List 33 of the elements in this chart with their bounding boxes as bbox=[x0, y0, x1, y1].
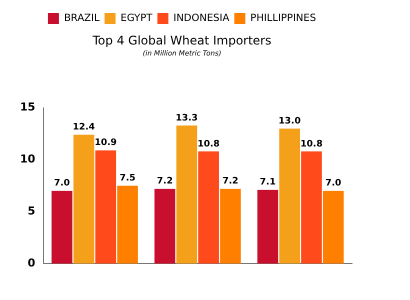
legend-label: BRAZIL bbox=[64, 13, 100, 24]
data-label: 13.3 bbox=[176, 113, 198, 124]
bar bbox=[322, 190, 344, 264]
y-tick-label: 5 bbox=[28, 204, 36, 218]
data-label: 10.8 bbox=[197, 139, 220, 150]
data-label: 13.0 bbox=[278, 116, 301, 126]
bar bbox=[301, 151, 322, 264]
data-label: 7.0 bbox=[54, 178, 70, 189]
y-tick-label: 15 bbox=[20, 100, 36, 114]
data-label: 7.2 bbox=[156, 176, 173, 187]
bar bbox=[117, 186, 138, 264]
y-tick-label: 10 bbox=[20, 152, 36, 166]
data-label: 10.9 bbox=[94, 138, 117, 148]
legend-label: INDONESIA bbox=[173, 13, 230, 24]
bar bbox=[176, 125, 198, 264]
data-label: 12.4 bbox=[72, 122, 95, 133]
chart-title: Top 4 Global Wheat Importers bbox=[92, 33, 272, 48]
legend-label: PHILLIPPINES bbox=[250, 13, 316, 24]
bar bbox=[73, 134, 94, 264]
legend-label: EGYPT bbox=[120, 13, 154, 24]
bar bbox=[95, 150, 116, 264]
data-label: 7.0 bbox=[325, 178, 342, 189]
data-label: 7.1 bbox=[260, 178, 276, 188]
bar bbox=[198, 151, 219, 264]
bar bbox=[154, 188, 176, 264]
bar bbox=[279, 128, 300, 264]
bar bbox=[220, 188, 241, 264]
data-label: 7.5 bbox=[120, 174, 136, 184]
bar bbox=[52, 190, 72, 264]
data-label: 10.8 bbox=[300, 139, 323, 150]
data-label: 7.2 bbox=[222, 176, 238, 187]
bar bbox=[257, 190, 278, 264]
y-tick-label: 0 bbox=[28, 256, 36, 270]
